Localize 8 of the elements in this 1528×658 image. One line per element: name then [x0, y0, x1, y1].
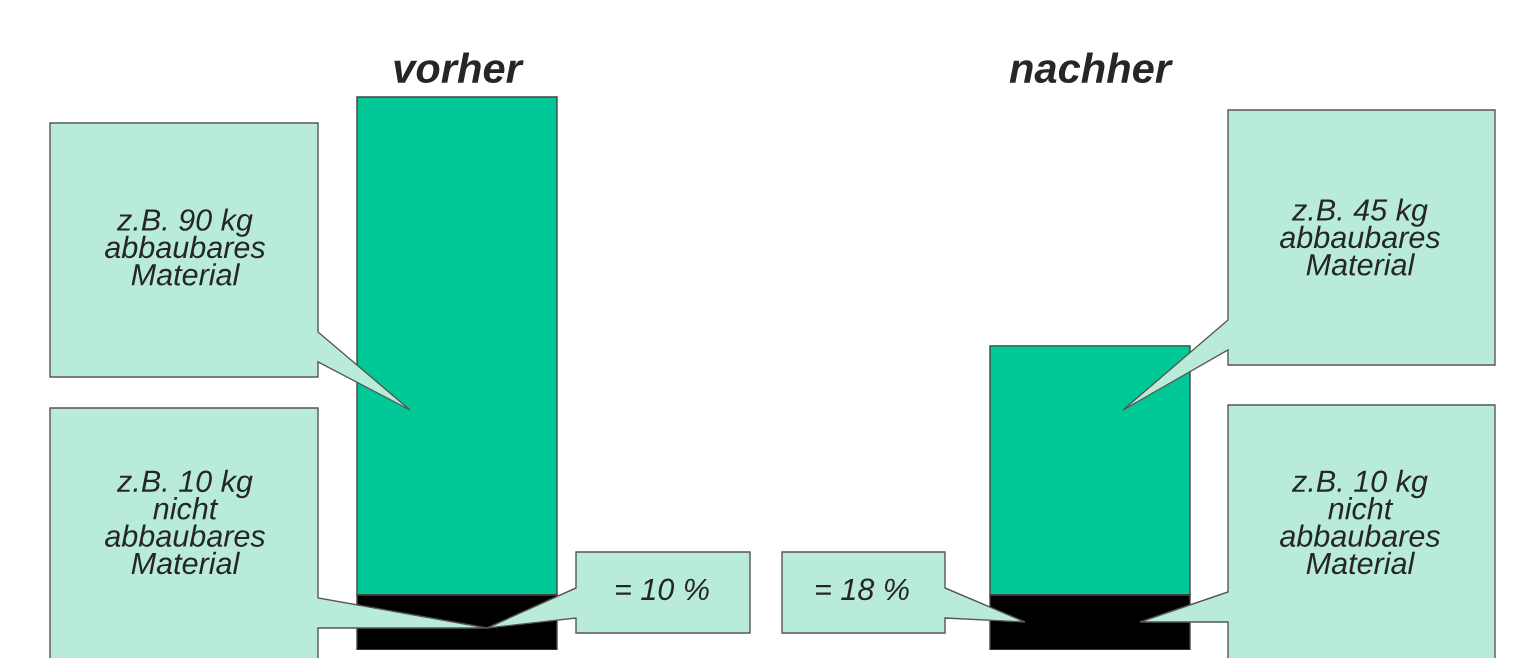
x-tick-label: nachher — [1009, 52, 1173, 84]
annotation: z.B. 10 kg nicht abbaubares Material — [1279, 469, 1441, 575]
annotation: = 10 % — [615, 578, 709, 601]
x-tick-label: vorher — [394, 52, 524, 84]
annotation: z.B. 10 kg nicht abbaubares Material — [104, 469, 266, 575]
annotation: z.B. 45 kg abbaubares Material — [1279, 198, 1441, 276]
annotation: = 18 % — [815, 578, 909, 601]
annotation: z.B. 90 kg abbaubares Material — [104, 208, 266, 286]
